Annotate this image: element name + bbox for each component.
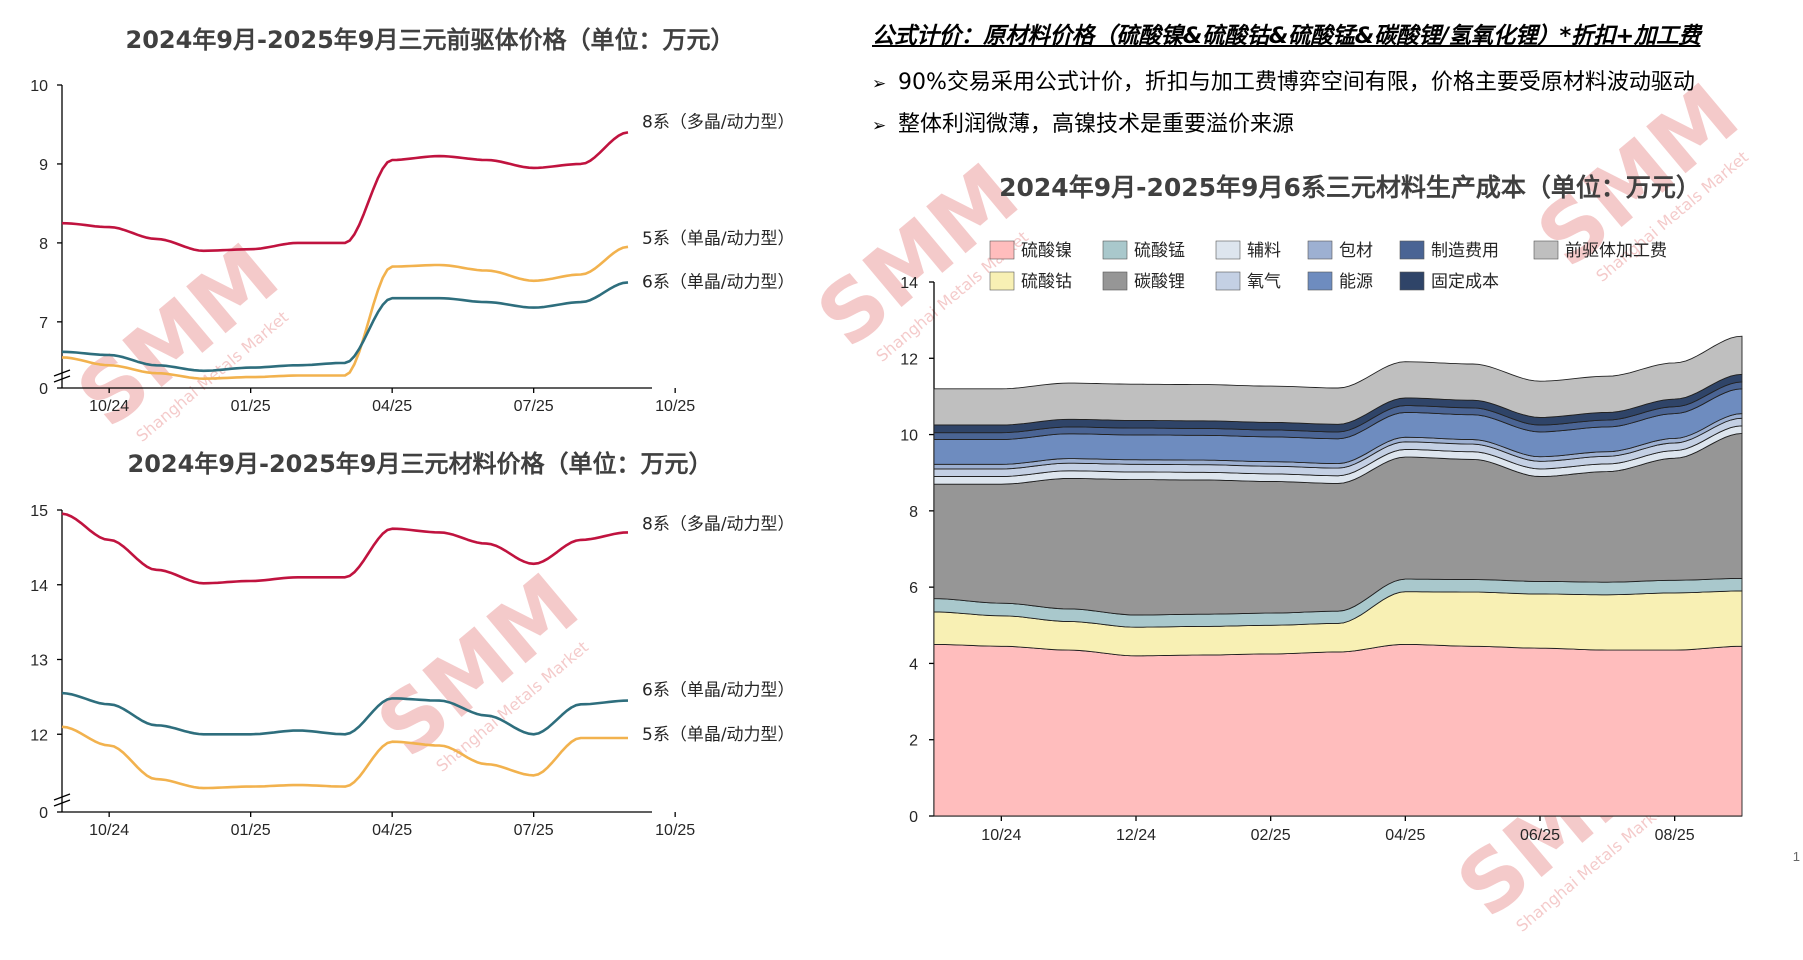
y-tick-label: 15 xyxy=(30,503,48,520)
x-tick-label: 01/25 xyxy=(231,822,271,839)
legend-swatch xyxy=(1400,272,1424,290)
x-tick-label: 01/25 xyxy=(231,398,271,415)
x-tick-label: 08/25 xyxy=(1655,827,1695,844)
y-tick-label: 0 xyxy=(39,381,48,398)
x-tick-label: 04/25 xyxy=(1385,827,1425,844)
y-tick-label: 9 xyxy=(39,157,48,174)
x-tick-label: 10/25 xyxy=(655,822,695,839)
bullet-item: ➢整体利润微薄，高镍技术是重要溢价来源 xyxy=(872,106,1797,138)
page-number: 1 xyxy=(1793,849,1800,864)
x-tick-label: 02/25 xyxy=(1251,827,1291,844)
legend-swatch xyxy=(990,241,1014,259)
bullet-text: 整体利润微薄，高镍技术是重要溢价来源 xyxy=(898,112,1294,137)
legend-label: 制造费用 xyxy=(1431,241,1499,261)
x-tick-label: 10/24 xyxy=(981,827,1021,844)
series-line xyxy=(62,282,628,370)
y-tick-label: 0 xyxy=(909,809,918,826)
legend-swatch xyxy=(1308,241,1332,259)
y-tick-label: 4 xyxy=(909,656,918,673)
series-line xyxy=(62,514,628,584)
area-layer xyxy=(934,644,1742,816)
y-tick-label: 10 xyxy=(30,78,48,95)
series-label: 8系（多晶/动力型） xyxy=(642,112,795,132)
series-line xyxy=(62,247,628,379)
x-tick-label: 12/24 xyxy=(1116,827,1156,844)
y-tick-label: 6 xyxy=(909,580,918,597)
x-tick-label: 04/25 xyxy=(372,822,412,839)
series-line xyxy=(62,727,628,788)
y-tick-label: 7 xyxy=(39,315,48,332)
series-label: 6系（单晶/动力型） xyxy=(642,272,795,292)
precursor-price-chart: 2024年9月-2025年9月三元前驱体价格（单位：万元） 0 7 8 9 10 10/24… xyxy=(0,0,860,425)
x-tick-label: 10/24 xyxy=(89,398,129,415)
series-line xyxy=(62,693,628,734)
legend-swatch xyxy=(1400,241,1424,259)
bullet-text: 90%交易采用公式计价，折扣与加工费博弈空间有限，价格主要受原材料波动驱动 xyxy=(898,70,1695,95)
x-tick-label: 10/25 xyxy=(655,398,695,415)
y-tick-label: 8 xyxy=(39,236,48,253)
legend-swatch xyxy=(1103,272,1127,290)
bullet-item: ➢90%交易采用公式计价，折扣与加工费博弈空间有限，价格主要受原材料波动驱动 xyxy=(872,64,1797,96)
y-tick-label: 13 xyxy=(30,653,48,670)
legend-swatch xyxy=(1216,241,1240,259)
legend-swatch xyxy=(990,272,1014,290)
series-label: 5系（单晶/动力型） xyxy=(642,229,795,249)
cost-area-chart: 2024年9月-2025年9月6系三元材料生产成本（单位：万元） 硫酸镍 硫酸锰 辅料… xyxy=(860,160,1803,860)
chart-title: 2024年9月-2025年9月三元材料价格（单位：万元） xyxy=(128,450,713,478)
x-tick-label: 07/25 xyxy=(514,398,554,415)
legend-label: 氧气 xyxy=(1247,272,1281,292)
legend-label: 硫酸钴 xyxy=(1021,272,1072,292)
legend-label: 能源 xyxy=(1339,272,1373,292)
legend-label: 碳酸锂 xyxy=(1134,272,1185,292)
legend-label: 硫酸锰 xyxy=(1134,241,1185,261)
series-label: 8系（多晶/动力型） xyxy=(642,514,795,534)
x-tick-label: 10/24 xyxy=(89,822,129,839)
series-line xyxy=(62,132,628,250)
arrow-bullet-icon: ➢ xyxy=(872,116,898,136)
y-tick-label: 14 xyxy=(30,578,48,595)
chart-title: 2024年9月-2025年9月三元前驱体价格（单位：万元） xyxy=(126,26,735,54)
formula-heading: 公式计价：原材料价格（硫酸镍&硫酸钴&硫酸锰&碳酸锂/氢氧化锂）*折扣+加工费 xyxy=(872,18,1797,50)
cathode-price-chart: 2024年9月-2025年9月三元材料价格（单位：万元） 0 12 13 14 15 10/… xyxy=(0,425,860,860)
x-tick-label: 04/25 xyxy=(372,398,412,415)
y-tick-label: 12 xyxy=(30,727,48,744)
y-tick-label: 8 xyxy=(909,504,918,521)
legend-label: 前驱体加工费 xyxy=(1565,241,1667,261)
legend-label: 辅料 xyxy=(1247,241,1281,261)
legend-swatch xyxy=(1103,241,1127,259)
legend-swatch xyxy=(1308,272,1332,290)
series-label: 5系（单晶/动力型） xyxy=(642,725,795,745)
legend-swatch xyxy=(1216,272,1240,290)
y-tick-label: 2 xyxy=(909,733,918,750)
x-tick-label: 07/25 xyxy=(514,822,554,839)
legend-label: 固定成本 xyxy=(1431,272,1499,292)
series-label: 6系（单晶/动力型） xyxy=(642,681,795,701)
legend-swatch xyxy=(1534,241,1558,259)
arrow-bullet-icon: ➢ xyxy=(872,74,898,94)
x-tick-label: 06/25 xyxy=(1520,827,1560,844)
y-tick-label: 0 xyxy=(39,805,48,822)
legend-label: 硫酸镍 xyxy=(1021,241,1072,261)
y-tick-label: 12 xyxy=(900,351,918,368)
y-tick-label: 14 xyxy=(900,275,918,292)
formula-block: 公式计价：原材料价格（硫酸镍&硫酸钴&硫酸锰&碳酸锂/氢氧化锂）*折扣+加工费 … xyxy=(872,18,1797,138)
chart-title: 2024年9月-2025年9月6系三元材料生产成本（单位：万元） xyxy=(999,173,1701,202)
y-tick-label: 10 xyxy=(900,428,918,445)
legend-label: 包材 xyxy=(1339,241,1373,261)
